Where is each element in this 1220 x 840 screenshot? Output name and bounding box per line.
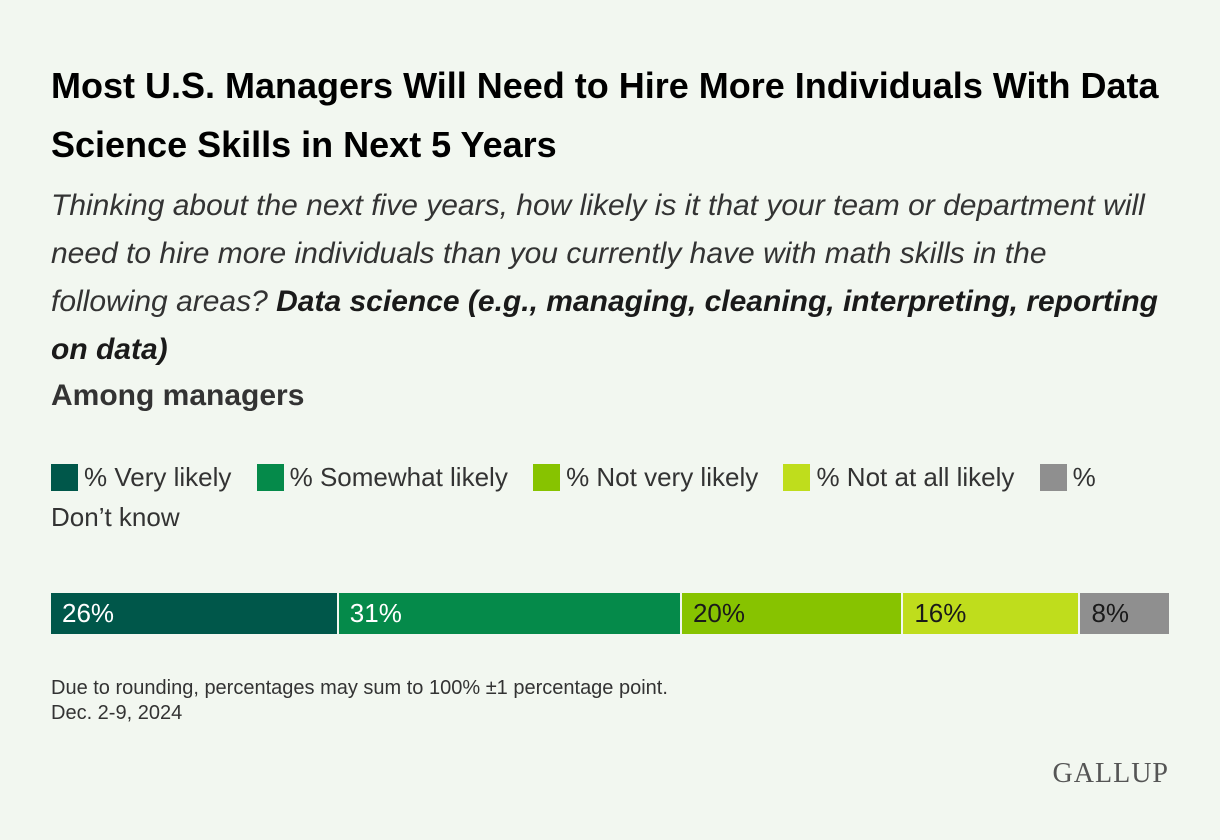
legend-swatch	[1039, 464, 1067, 491]
legend-swatch	[256, 464, 284, 491]
data-label: 31%	[349, 598, 402, 628]
data-label: 20%	[692, 598, 745, 628]
footnote-block: Due to rounding, percentages may sum to …	[51, 676, 668, 726]
gallup-logo: GALLUP	[1052, 758, 1169, 789]
data-label: 26%	[62, 598, 115, 628]
legend-label: % Not at all likely	[816, 462, 1015, 492]
subtitle-question: Thinking about the next five years, how …	[51, 189, 1145, 318]
legend-swatch	[783, 464, 811, 491]
legend-label: % Don’t know	[51, 462, 1096, 532]
legend: % Very likely % Somewhat likely % Not ve…	[51, 457, 1161, 537]
legend-item: % Somewhat likely	[256, 462, 508, 492]
legend-item: % Don’t know	[51, 462, 1096, 532]
bar-segment: 26%	[51, 593, 339, 634]
bar-segment: 16%	[903, 593, 1081, 634]
legend-swatch	[51, 464, 78, 491]
data-label: 8%	[1091, 598, 1130, 628]
bar-segment: 20%	[681, 593, 904, 634]
legend-label: % Somewhat likely	[289, 462, 508, 492]
chart-subtitle: Thinking about the next five years, how …	[51, 182, 1171, 374]
bar-segment: 31%	[338, 593, 682, 634]
legend-label: % Very likely	[84, 462, 232, 492]
group-label: Among managers	[51, 379, 305, 412]
footnote: Due to rounding, percentages may sum to …	[51, 677, 668, 699]
legend-item: % Not very likely	[533, 462, 758, 492]
legend-item: % Not at all likely	[783, 462, 1014, 492]
subtitle-topic: Data science (e.g., managing, cleaning, …	[51, 285, 1158, 366]
legend-label: % Not very likely	[566, 462, 759, 492]
bar-segment: 8%	[1080, 593, 1169, 634]
stacked-bar: 26% 31% 20% 16% 8%	[51, 593, 1169, 634]
legend-item: % Very likely	[51, 462, 231, 492]
chart-title: Most U.S. Managers Will Need to Hire Mor…	[51, 65, 1159, 165]
legend-swatch	[533, 464, 561, 491]
data-label: 16%	[914, 598, 967, 628]
survey-date: Dec. 2-9, 2024	[51, 702, 183, 724]
